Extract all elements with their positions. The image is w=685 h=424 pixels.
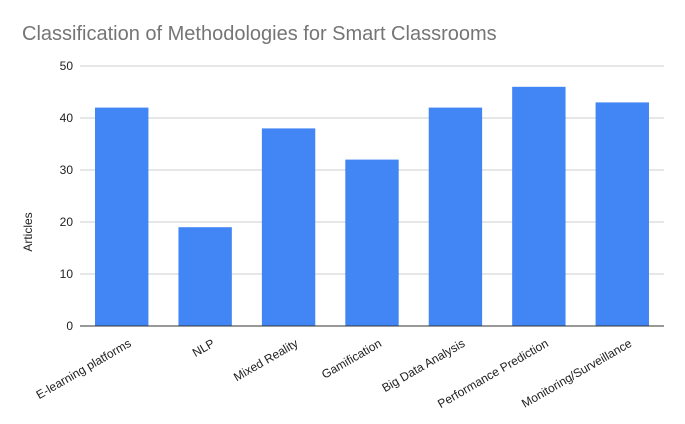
bars	[95, 86, 649, 327]
x-tick-label: Big Data Analysis	[379, 336, 467, 395]
bar-1	[178, 227, 232, 326]
y-tick-label: 30	[60, 163, 74, 177]
bar-0	[95, 107, 149, 326]
y-tick-label: 10	[60, 267, 74, 281]
x-tick-label: E-learning platforms	[34, 336, 134, 402]
bar-6	[595, 102, 649, 327]
y-tick-label: 20	[60, 215, 74, 229]
bar-5	[512, 86, 566, 326]
y-axis-title: Articles	[21, 212, 35, 251]
y-tick-label: 50	[60, 59, 74, 73]
x-tick-label: NLP	[190, 336, 217, 360]
chart-title: Classification of Methodologies for Smar…	[22, 23, 497, 45]
x-tick-label: Mixed Reality	[231, 336, 300, 384]
bar-3	[345, 159, 399, 326]
y-tick-label: 0	[66, 319, 73, 333]
x-axis-ticks: E-learning platforms NLP Mixed Reality Gami…	[34, 336, 635, 411]
bar-4	[428, 107, 483, 326]
bar-2	[261, 128, 316, 326]
x-tick-label: Gamification	[319, 336, 384, 381]
y-axis-ticks: 0 10 20 30 40 50	[60, 59, 74, 333]
y-tick-label: 40	[60, 111, 74, 125]
